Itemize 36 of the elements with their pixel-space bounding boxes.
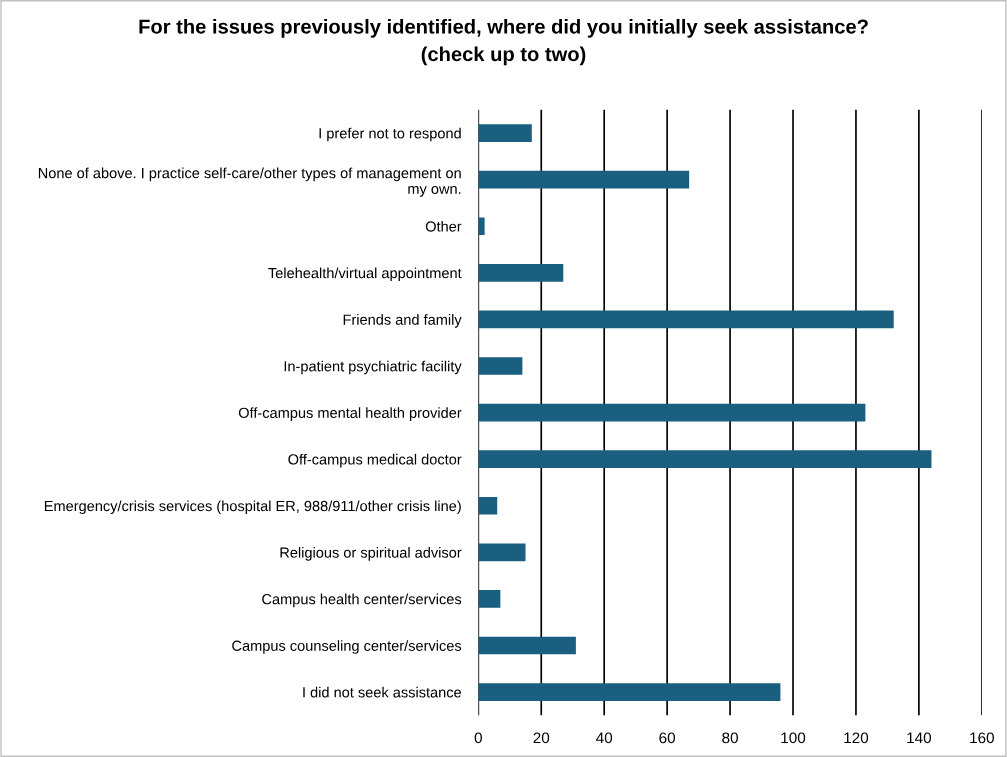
y-tick-label: Campus counseling center/services xyxy=(232,640,462,654)
bar xyxy=(478,683,781,701)
y-tick-label: I did not seek assistance xyxy=(303,686,462,698)
y-tick-label: I prefer not to respond xyxy=(319,127,461,142)
y-tick-label: None of above. I practice self-care/other types of management on my own. xyxy=(38,167,461,197)
y-tick-label: Other xyxy=(425,220,462,232)
x-tick-label: 160 xyxy=(970,732,994,744)
bar xyxy=(478,590,501,608)
bar xyxy=(478,357,523,375)
y-tick-label: Off-campus medical doctor xyxy=(288,453,462,468)
bar xyxy=(478,170,690,189)
x-tick-label: 40 xyxy=(596,732,613,744)
y-tick-label: Emergency/crisis services (hospital ER, 988/911/other crisis line) xyxy=(44,500,461,515)
x-tick-label: 120 xyxy=(844,732,869,744)
y-tick-label: Religious or spiritual advisor xyxy=(280,547,462,561)
x-tick-label: 80 xyxy=(722,732,738,744)
bar xyxy=(478,263,564,282)
bar xyxy=(478,496,498,515)
y-tick-label: Friends and family xyxy=(343,314,462,328)
bar xyxy=(478,450,932,468)
bar xyxy=(478,124,532,142)
bar xyxy=(478,403,866,422)
y-tick-label: In-patient psychiatric facility xyxy=(284,360,462,375)
y-tick-label: Telehealth/virtual appointment xyxy=(268,267,462,282)
bar xyxy=(478,543,526,562)
x-tick-label: 100 xyxy=(781,732,806,744)
bar xyxy=(478,636,576,655)
chart-title: For the issues previously identified, where did you initially seek assistance? (check up to two) xyxy=(139,18,868,66)
x-tick-label: 140 xyxy=(907,732,932,744)
x-tick-label: 60 xyxy=(659,732,676,744)
y-tick-label: Off-campus mental health provider xyxy=(238,407,462,421)
bar xyxy=(478,217,485,236)
x-tick-label: 0 xyxy=(474,732,482,744)
y-tick-label: Campus health center/services xyxy=(262,593,462,608)
x-tick-label: 20 xyxy=(533,732,550,744)
bar xyxy=(478,310,894,329)
